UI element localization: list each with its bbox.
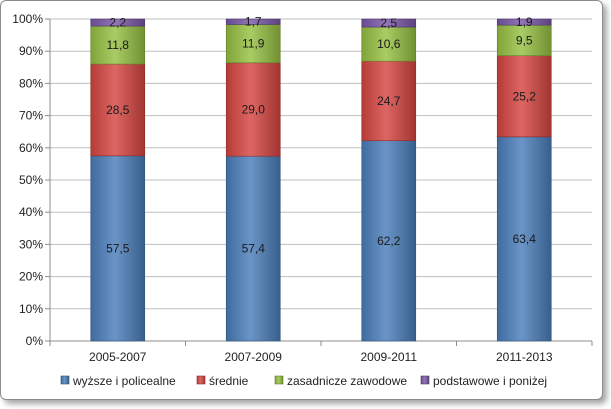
bar-segment [225, 155, 281, 342]
data-label: 1,7 [245, 15, 262, 29]
data-label: 2,5 [380, 16, 397, 30]
bar-segment [90, 155, 146, 342]
data-label: 63,4 [513, 232, 537, 246]
data-label: 9,5 [516, 33, 533, 47]
data-label: 28,5 [106, 103, 130, 117]
legend-label: podstawowe i poniżej [433, 374, 547, 388]
legend-label: średnie [209, 374, 249, 388]
y-tick-label: 70% [19, 109, 43, 123]
y-tick-label: 0% [26, 334, 44, 348]
x-tick-label: 2005-2007 [89, 350, 147, 364]
legend-label: zasadnicze zawodowe [287, 374, 407, 388]
bar-segment [90, 63, 146, 157]
bar-segment [361, 26, 417, 62]
bar-segment [90, 18, 146, 27]
y-tick-label: 60% [19, 141, 43, 155]
data-label: 29,0 [242, 102, 266, 116]
data-label: 2,2 [109, 16, 126, 30]
legend-swatch [196, 375, 206, 385]
data-label: 57,5 [106, 241, 130, 255]
y-tick-label: 80% [19, 76, 43, 90]
data-label: 11,8 [107, 38, 130, 52]
legend-swatch [420, 375, 430, 385]
bar-segment [361, 140, 417, 342]
x-tick-label: 2009-2011 [361, 350, 418, 364]
bars [90, 18, 552, 342]
x-tick-label: 2011-2013 [496, 350, 553, 364]
chart-frame: 57,5 28,5 11,8 2,2 57,4 29,0 11,9 1,7 62,2 24,7 10… [0, 0, 603, 400]
legend-label: wyższe i policealne [72, 374, 176, 388]
bar-segment [225, 62, 281, 157]
bar-segment [496, 24, 552, 57]
data-labels: 57,5 28,5 11,8 2,2 57,4 29,0 11,9 1,7 62,2 24,7 10… [106, 15, 536, 256]
bar-segment [90, 25, 146, 65]
bar-segment [496, 55, 552, 138]
legend-swatch [60, 375, 70, 385]
bar-segment [361, 60, 417, 142]
data-label: 25,2 [513, 89, 537, 103]
y-tick-label: 40% [19, 205, 43, 219]
y-tick-label: 10% [19, 302, 43, 316]
bar-segment [496, 18, 552, 26]
data-label: 24,7 [377, 94, 401, 108]
data-label: 11,9 [242, 37, 265, 51]
bar-segment [361, 18, 417, 28]
bar-segment [496, 136, 552, 342]
x-tick-label: 2007-2009 [225, 350, 283, 364]
axis-ticks: 0% 10% 20% 30% 40% 50% 60% 70% 80% 90% 100% 2005-20… [12, 12, 553, 364]
y-tick-label: 30% [19, 237, 43, 251]
legend-swatch [274, 375, 284, 385]
y-tick-label: 100% [12, 12, 43, 26]
bar-segment [225, 18, 281, 25]
y-tick-label: 90% [19, 44, 43, 58]
legend: wyższe i policealne średnie zasadnicze zaw… [60, 374, 547, 388]
data-label: 10,6 [377, 37, 401, 51]
data-label: 57,4 [242, 242, 266, 256]
data-label: 62,2 [377, 234, 401, 248]
y-tick-label: 20% [19, 270, 43, 284]
data-label: 1,9 [516, 15, 533, 29]
y-tick-label: 50% [19, 173, 43, 187]
